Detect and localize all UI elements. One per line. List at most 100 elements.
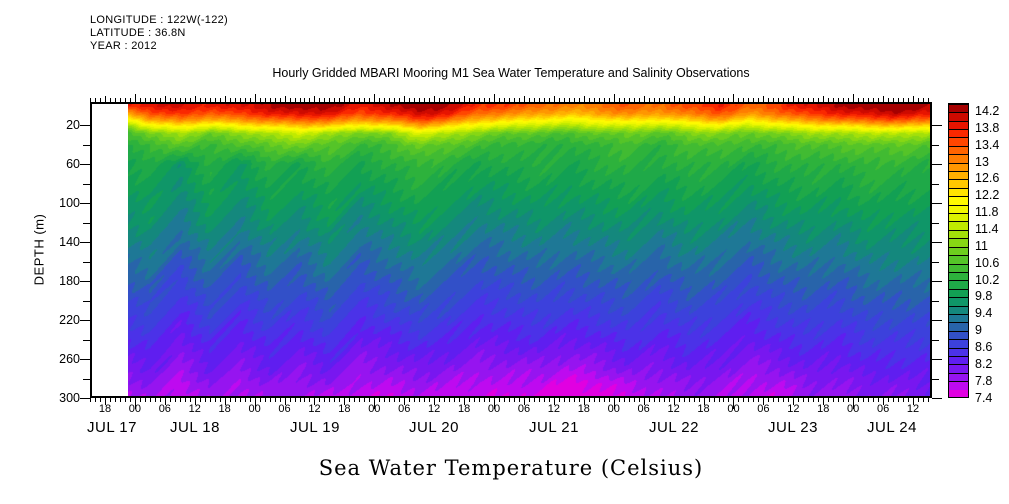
depth-major-tick-right xyxy=(932,125,942,126)
day-label: JUL 23 xyxy=(768,419,818,436)
hour-tick xyxy=(563,398,565,402)
hour-tick xyxy=(818,398,820,402)
colorbar-cell xyxy=(949,322,968,331)
depth-tick-label: 60 xyxy=(66,157,80,171)
colorbar-tick-label: 12.6 xyxy=(975,171,1000,186)
hour-tick xyxy=(528,398,530,402)
six-hour-tick xyxy=(314,398,316,405)
hour-tick xyxy=(633,398,635,402)
hour-tick-label: 12 xyxy=(188,403,201,415)
six-hour-tick xyxy=(523,398,525,405)
day-label: JUL 18 xyxy=(170,419,220,436)
hour-tick xyxy=(214,398,216,402)
hour-tick xyxy=(658,398,660,402)
colorbar-tick-label: 8.6 xyxy=(975,339,993,354)
hour-tick xyxy=(848,398,850,402)
depth-major-tick xyxy=(80,125,90,126)
hour-tick xyxy=(289,398,291,402)
hour-tick-label: 06 xyxy=(757,403,770,415)
hour-tick xyxy=(718,398,720,402)
hour-tick xyxy=(484,398,486,402)
hour-tick xyxy=(304,398,306,402)
hour-tick xyxy=(184,398,186,402)
depth-major-tick xyxy=(80,398,90,399)
six-hour-tick xyxy=(104,398,106,405)
hour-tick xyxy=(828,398,830,402)
colorbar-tick-label: 11 xyxy=(975,238,988,253)
hour-tick xyxy=(264,398,266,402)
colorbar-cell xyxy=(949,263,968,272)
six-hour-tick xyxy=(284,398,286,405)
hour-tick-label: 12 xyxy=(428,403,441,415)
six-hour-tick xyxy=(434,398,436,405)
day-tick xyxy=(613,398,615,409)
hour-tick-label: 00 xyxy=(368,403,381,415)
hour-tick xyxy=(439,398,441,402)
hour-tick-label: 06 xyxy=(158,403,171,415)
hour-tick xyxy=(359,398,361,402)
depth-minor-tick-right xyxy=(932,378,939,380)
depth-major-tick-right xyxy=(932,164,942,165)
day-tick xyxy=(374,398,376,409)
hour-tick xyxy=(888,398,890,402)
colorbar-cell xyxy=(949,305,968,314)
hour-tick xyxy=(728,398,730,402)
six-hour-tick xyxy=(224,398,226,405)
day-tick-top xyxy=(134,94,136,102)
six-hour-tick xyxy=(913,398,915,405)
hour-tick-label: 00 xyxy=(487,403,501,415)
hour-tick xyxy=(229,398,231,402)
hour-tick xyxy=(668,398,670,402)
hour-tick xyxy=(558,398,560,402)
colorbar-cell xyxy=(949,372,968,382)
hour-tick xyxy=(768,398,770,402)
depth-tick-label: 20 xyxy=(66,118,80,132)
longitude-label: LONGITUDE : 122W(-122) xyxy=(90,14,229,26)
depth-axis-label: DEPTH (m) xyxy=(31,213,47,286)
hour-tick xyxy=(379,398,381,402)
hour-tick xyxy=(693,398,695,402)
hour-tick-label: 12 xyxy=(667,403,680,415)
hour-tick-label: 06 xyxy=(278,403,291,415)
heatmap-canvas xyxy=(128,104,930,396)
colorbar-tick-label: 9 xyxy=(975,323,982,338)
hour-tick xyxy=(294,398,296,402)
hour-tick xyxy=(154,398,156,402)
hour-tick xyxy=(354,398,356,402)
hour-tick xyxy=(209,398,211,402)
hour-tick xyxy=(394,398,396,402)
depth-minor-tick xyxy=(83,144,90,146)
hour-tick xyxy=(873,398,875,402)
depth-minor-tick-right xyxy=(932,144,939,146)
hour-tick xyxy=(129,398,131,402)
hour-tick xyxy=(843,398,845,402)
colorbar-tick-label: 7.8 xyxy=(975,373,993,388)
hour-tick xyxy=(863,398,865,402)
depth-major-tick-right xyxy=(932,398,942,399)
hour-tick xyxy=(588,398,590,402)
colorbar-tick-label: 11.4 xyxy=(975,221,999,236)
plot-title: Hourly Gridded MBARI Mooring M1 Sea Wate… xyxy=(272,66,750,80)
hour-tick-label: 12 xyxy=(906,403,920,415)
colorbar-cell xyxy=(949,246,968,256)
colorbar-cell xyxy=(949,187,968,197)
day-tick xyxy=(733,398,735,409)
six-hour-tick xyxy=(883,398,885,405)
hour-tick xyxy=(618,398,620,402)
colorbar-cell xyxy=(949,288,968,298)
hour-tick xyxy=(858,398,860,402)
day-tick-top xyxy=(853,94,855,102)
day-tick-top xyxy=(733,94,735,102)
day-tick-top xyxy=(254,94,256,102)
hour-tick xyxy=(603,398,605,402)
hour-tick xyxy=(279,398,281,402)
six-hour-tick xyxy=(194,398,196,405)
hour-tick-label: 18 xyxy=(338,403,351,415)
hour-tick-label: 12 xyxy=(787,403,800,415)
depth-tick-label: 220 xyxy=(59,313,80,327)
hour-tick-label: 18 xyxy=(577,403,590,415)
hour-tick-label: 00 xyxy=(847,403,860,415)
hour-tick xyxy=(893,398,895,402)
hour-tick xyxy=(444,398,446,402)
hour-tick xyxy=(139,398,141,402)
